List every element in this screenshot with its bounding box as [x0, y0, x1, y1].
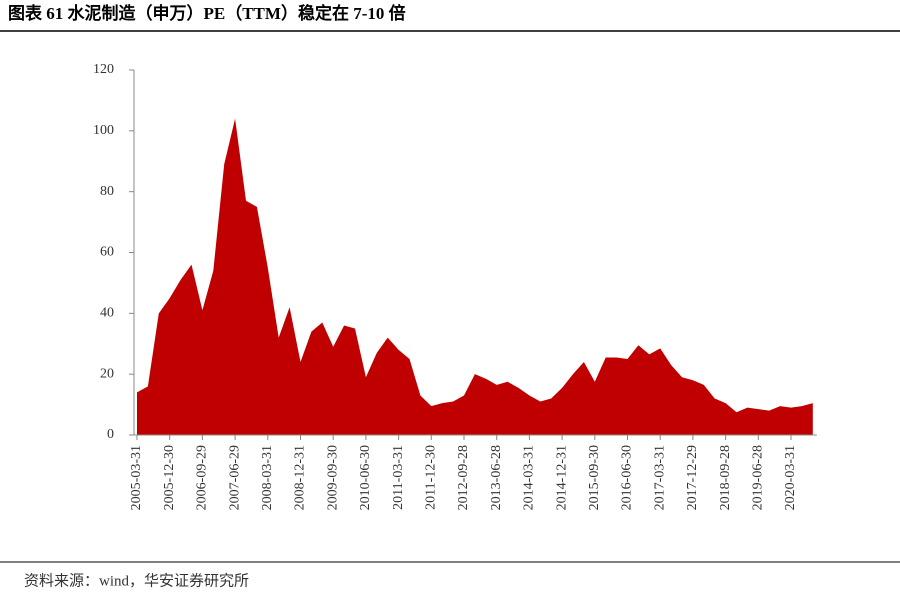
x-tick-label: 2007-06-29: [227, 445, 242, 510]
x-tick-label: 2009-09-30: [325, 445, 340, 510]
x-tick-label: 2014-03-31: [522, 445, 537, 510]
x-tick-label: 2011-03-31: [391, 445, 406, 510]
x-tick-label: 2005-12-30: [162, 445, 177, 510]
x-tick-label: 2008-12-31: [293, 445, 308, 510]
x-tick-label: 2015-09-30: [587, 445, 602, 510]
y-tick-label: 60: [100, 245, 114, 260]
x-tick-label: 2017-03-31: [652, 445, 667, 510]
x-tick-label: 2018-09-28: [718, 445, 733, 510]
y-tick-label: 100: [93, 123, 114, 138]
y-tick-label: 80: [100, 184, 114, 199]
x-tick-label: 2016-06-30: [620, 445, 635, 510]
x-tick-label: 2008-03-31: [260, 445, 275, 510]
y-tick-label: 20: [100, 366, 114, 381]
x-tick-label: 2005-03-31: [129, 445, 144, 510]
y-tick-label: 40: [100, 306, 114, 321]
x-tick-label: 2013-06-28: [489, 445, 504, 510]
x-tick-label: 2014-12-31: [554, 445, 569, 510]
x-tick-label: 2011-12-30: [424, 445, 439, 510]
source-note: 资料来源：wind，华安证券研究所: [24, 572, 249, 589]
x-tick-label: 2010-06-30: [358, 445, 373, 510]
y-tick-label: 120: [93, 62, 114, 77]
y-tick-label: 0: [107, 427, 114, 442]
x-tick-label: 2017-12-29: [685, 445, 700, 510]
x-tick-label: 2012-09-28: [456, 445, 471, 510]
area: [137, 118, 813, 436]
x-tick-label: 2020-03-31: [783, 445, 798, 510]
x-tick-label: 2006-09-29: [195, 445, 210, 510]
chart-title: 图表 61 水泥制造（申万）PE（TTM）稳定在 7-10 倍: [8, 3, 406, 23]
x-tick-label: 2019-06-28: [751, 445, 766, 510]
